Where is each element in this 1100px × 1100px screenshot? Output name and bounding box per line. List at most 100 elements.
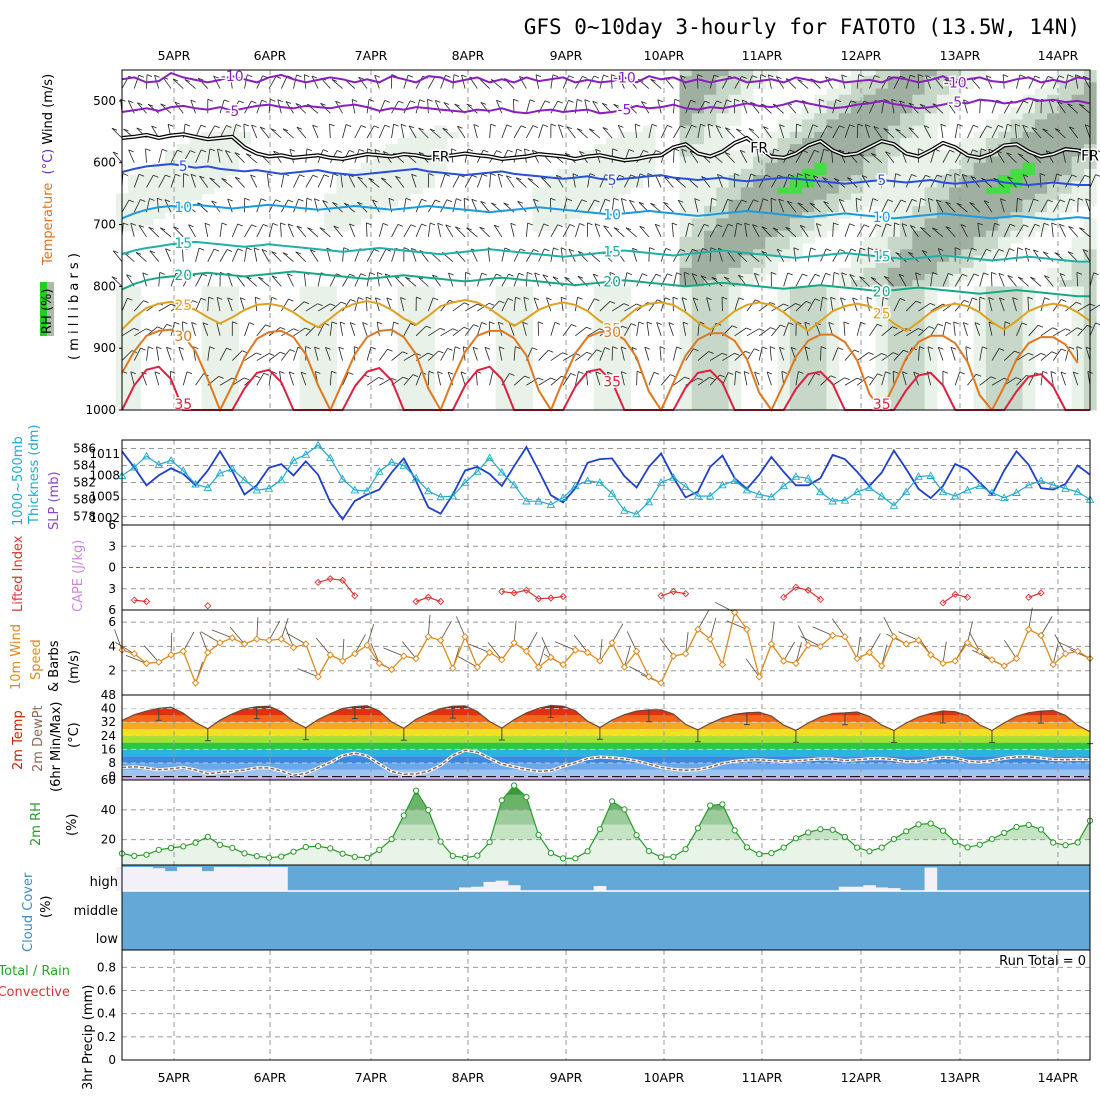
rh-shade-cell [753, 199, 766, 207]
rh-shade-cell [912, 243, 926, 250]
wind-barb-flag [343, 247, 349, 251]
wind-barb-flag [693, 348, 699, 352]
wind-barb-flag [612, 148, 618, 152]
rh-shade-cell [164, 162, 178, 170]
wind-barb [932, 227, 944, 238]
wind-barb [552, 276, 564, 287]
rh-shade-cell [802, 317, 815, 324]
wind-barb-flag [911, 174, 917, 177]
rh-shade-cell [949, 218, 962, 226]
wind-barb [231, 223, 239, 238]
wind-barb [213, 75, 221, 89]
precip-ytick-0.4: 0.4 [97, 1007, 116, 1021]
wind-barb-flag [701, 176, 707, 179]
rh-shade-cell [973, 292, 987, 300]
wind-barb [403, 224, 412, 238]
rh-shade-cell [128, 224, 141, 232]
wind-barb [807, 150, 815, 163]
date-bottom-11apr: 11APR [742, 1070, 783, 1085]
rh-shade-cell [789, 286, 803, 294]
wind-barb [217, 148, 221, 163]
wind-barb-flag [1047, 76, 1054, 79]
wind-barb-flag [885, 371, 891, 375]
rh-shade-cell [887, 206, 901, 213]
wind-barb-flag [367, 148, 373, 152]
rh-shade-cell [924, 379, 938, 386]
rh-shade-cell [998, 224, 1011, 232]
wind-barb-flag [146, 328, 152, 332]
rh-shade-cell [704, 372, 717, 380]
rh-shade-cell [704, 150, 717, 158]
wind-barb-flag [473, 124, 479, 127]
rh-shade-cell [875, 249, 889, 256]
contour-label-30: 30 [174, 329, 192, 345]
rh-shade-cell [924, 144, 938, 151]
rh2m-point [633, 832, 640, 839]
wind10-point [142, 659, 151, 668]
temp-ytick-48: 48 [101, 688, 116, 702]
wind-barb-flag [213, 248, 220, 252]
rh-shade-cell [201, 385, 215, 392]
wind-barb-flag [247, 74, 253, 78]
wind-barb-flag [554, 322, 561, 325]
rh-shade-cell [912, 230, 926, 238]
rh-shade-cell [128, 199, 141, 207]
wind-barb-flag [655, 273, 662, 277]
rh-shade-cell [299, 391, 313, 399]
rh-shade-cell [728, 304, 742, 312]
wind-barb-flag [140, 347, 146, 351]
wind-barb-flag [691, 124, 697, 128]
rh-shade-cell [704, 317, 717, 324]
rh-shade-cell [409, 397, 423, 405]
upper-ytick-500: 500 [93, 94, 116, 108]
rh-shade-cell [936, 243, 950, 250]
rh-shade-cell [495, 372, 509, 380]
wind-barb-flag [138, 173, 145, 177]
rh-shade-cell [226, 335, 239, 343]
rh-shade-cell [704, 138, 717, 145]
rh-shade-cell [201, 329, 215, 337]
rh-shade-cell [985, 156, 999, 164]
rh2m-point [878, 844, 885, 851]
rh-shade-cell [838, 119, 852, 127]
rh-shade-cell [532, 212, 546, 219]
rh-shade-cell [949, 88, 962, 96]
wind-barb [112, 151, 123, 163]
rh-shade-cell [691, 261, 705, 269]
wind-barb [268, 351, 281, 361]
rh-shade-cell [973, 70, 987, 77]
wind-barb-flag [518, 272, 524, 276]
wind-barb-flag [544, 248, 550, 252]
temp-band [122, 735, 1090, 743]
rh-shade-cell [348, 181, 362, 188]
rh-shade-cell [973, 199, 987, 207]
rh-shade-cell [140, 199, 154, 207]
rh-shade-cell [704, 224, 717, 232]
wind10-barb [125, 655, 147, 664]
wind-barb [358, 77, 368, 89]
rh-shade-cell [1022, 193, 1036, 201]
wind-barb-flag [716, 100, 722, 104]
rh-shade-cell [581, 156, 595, 164]
rh2m-point [658, 854, 665, 861]
rh-shade-cell [802, 230, 815, 238]
rh-shade-cell [336, 199, 350, 207]
wind-barb [207, 148, 211, 163]
rh-shade-cell [1047, 125, 1060, 133]
rh-shade-cell [887, 335, 901, 343]
rh-shade-cell [336, 206, 350, 213]
wind-ytick-2: 2 [108, 664, 116, 678]
date-bottom-7apr: 7APR [355, 1070, 388, 1085]
wind-barb [1051, 222, 1054, 237]
rh-shade-cell [1047, 113, 1060, 120]
wind-barb [807, 372, 816, 386]
wind-barb-flag [621, 198, 627, 201]
rh-shade-cell [753, 224, 766, 232]
rh-shade-cell [324, 335, 337, 343]
rh-shade-cell [716, 144, 730, 151]
rh-shade-cell [900, 162, 913, 170]
rh-shade-cell [409, 311, 423, 318]
rh-shade-cell [409, 181, 423, 188]
wind-barb [795, 273, 803, 287]
rh-shade-cell [838, 206, 852, 213]
